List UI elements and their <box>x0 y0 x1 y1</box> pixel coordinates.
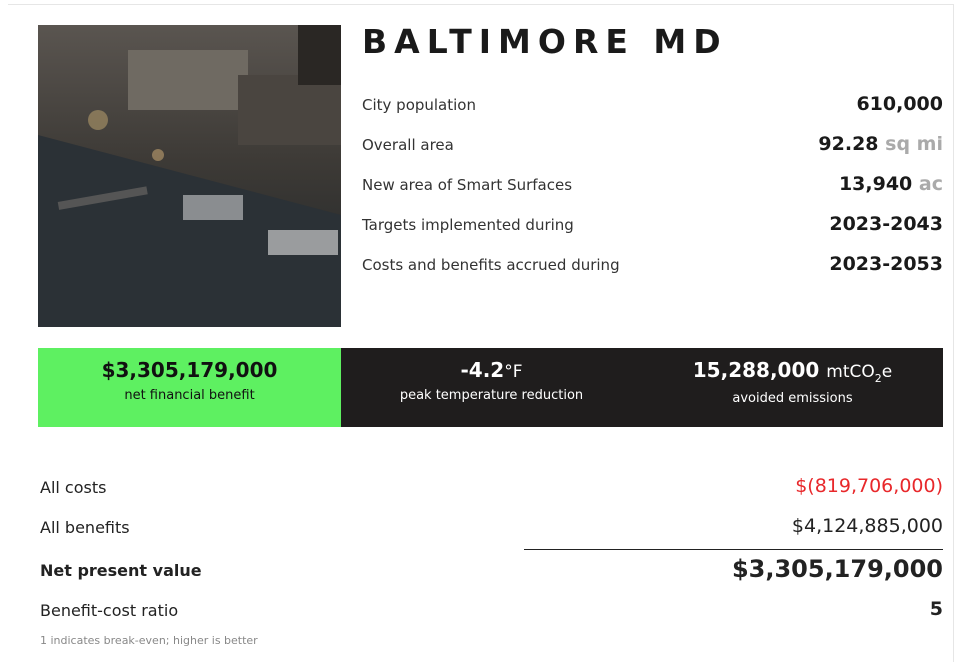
highlight-number: 15,288,000 <box>693 358 820 382</box>
highlight-number: -4.2 <box>460 358 504 382</box>
city-title: BALTIMORE MD <box>362 22 728 61</box>
highlight-value: -4.2°F <box>341 358 642 382</box>
stat-unit: ac <box>919 173 943 195</box>
highlight-cell: -4.2°F peak temperature reduction <box>341 348 642 403</box>
highlight-label: peak temperature reduction <box>341 388 642 403</box>
summary-label: All benefits <box>40 518 130 537</box>
page: BALTIMORE MD 1 indicates break-even; hig… <box>0 0 958 665</box>
summary-label: Benefit-cost ratio <box>40 601 178 620</box>
stat-value: 2023-2043 <box>829 213 943 235</box>
stat-label: Costs and benefits accrued during <box>362 256 620 274</box>
highlight-label: net financial benefit <box>38 388 341 403</box>
stat-number: 2023-2053 <box>829 253 943 275</box>
highlight-value: $3,305,179,000 <box>38 358 341 382</box>
highlight-cell: 15,288,000 mtCO2e avoided emissions <box>642 348 943 406</box>
summary-value: $4,124,885,000 <box>792 515 943 537</box>
stat-unit: sq mi <box>885 133 943 155</box>
stat-label: New area of Smart Surfaces <box>362 176 572 194</box>
stat-label: City population <box>362 96 476 114</box>
city-photo <box>38 25 341 327</box>
stat-label: Targets implemented during <box>362 216 574 234</box>
stat-label: Overall area <box>362 136 454 154</box>
stat-value: 92.28 sq mi <box>818 133 943 155</box>
stat-number: 92.28 <box>818 133 878 155</box>
highlight-number: $3,305,179,000 <box>102 358 278 382</box>
summary-label: Net present value <box>40 561 202 580</box>
summary-value: 5 <box>930 598 943 620</box>
highlight-unit-end: e <box>882 362 892 382</box>
stat-number: 610,000 <box>856 93 943 115</box>
stat-number: 13,940 <box>839 173 912 195</box>
highlight-unit-sub: 2 <box>875 372 882 385</box>
stat-value: 2023-2053 <box>829 253 943 275</box>
highlight-unit: mtCO <box>826 362 874 382</box>
highlight-label: avoided emissions <box>642 391 943 406</box>
highlight-unit: °F <box>504 362 522 382</box>
total-rule <box>524 549 943 550</box>
highlight-value: 15,288,000 mtCO2e <box>642 358 943 385</box>
ratio-note: 1 indicates break-even; higher is better <box>40 634 258 647</box>
highlight-cell: $3,305,179,000 net financial benefit <box>38 348 341 403</box>
stat-value: 610,000 <box>856 93 943 115</box>
summary-label: All costs <box>40 478 106 497</box>
summary-value: $(819,706,000) <box>795 475 943 497</box>
summary-value: $3,305,179,000 <box>732 555 943 583</box>
stat-value: 13,940 ac <box>839 173 943 195</box>
stat-number: 2023-2043 <box>829 213 943 235</box>
